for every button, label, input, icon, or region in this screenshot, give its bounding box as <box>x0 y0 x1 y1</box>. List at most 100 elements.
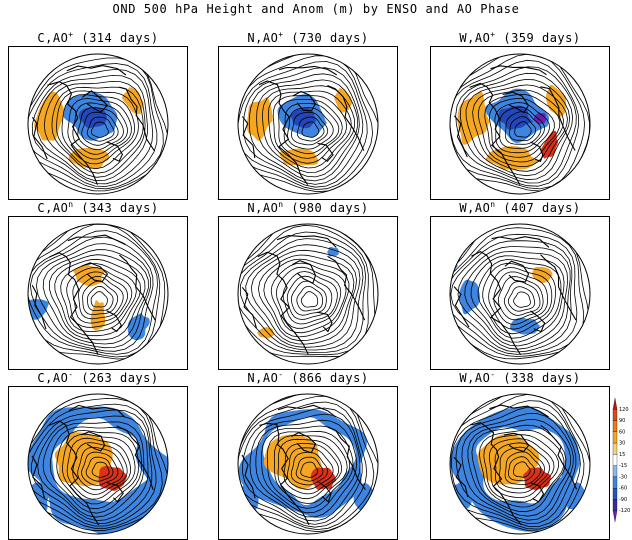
coastline <box>502 91 530 114</box>
colorbar: 120 90 60 30 15 -15 -30 -60 -90 -120 <box>612 397 630 523</box>
coastline <box>119 86 155 152</box>
height-contour <box>245 244 361 348</box>
coastline <box>81 90 109 113</box>
coastline <box>469 422 522 526</box>
panel-ao-phase: - <box>278 370 284 379</box>
height-contour <box>464 251 569 347</box>
height-contour <box>49 254 146 341</box>
height-contour <box>77 107 124 151</box>
coastlines <box>453 236 577 356</box>
positive-anomaly <box>532 266 553 283</box>
height-contour <box>450 227 585 357</box>
height-contour <box>62 433 136 505</box>
coastline <box>469 82 521 185</box>
coastline <box>327 426 366 490</box>
height-contour <box>29 236 154 352</box>
map-boundary <box>27 223 169 365</box>
height-contour <box>472 84 568 172</box>
anomaly-shading <box>257 247 339 339</box>
height-contour <box>300 461 319 478</box>
coastline <box>490 65 547 76</box>
coastline <box>67 234 126 246</box>
panel-frame <box>430 46 610 200</box>
height-contour <box>488 97 555 158</box>
polar-map <box>8 386 188 540</box>
coastline <box>258 80 309 186</box>
height-contour <box>498 276 544 321</box>
coastline <box>291 259 317 284</box>
height-contour <box>42 421 145 518</box>
coastline <box>327 84 365 151</box>
panel-title: W,AO- (338 days) <box>430 370 610 385</box>
panel-days: (980 days) <box>283 201 369 215</box>
coastline <box>540 424 578 490</box>
map-panel-w-aoneu: W,AOn (407 days) <box>430 200 610 370</box>
height-contour <box>90 121 109 138</box>
height-contour <box>238 224 369 356</box>
height-contour <box>255 419 357 518</box>
coastlines <box>241 235 366 356</box>
anomaly-shading <box>450 406 589 532</box>
map-panel-w-aoneg: W,AO- (338 days) <box>430 370 610 540</box>
height-contour <box>270 262 347 334</box>
panel-days: (730 days) <box>283 31 369 45</box>
height-contour <box>28 224 161 358</box>
panel-title: W,AOn (407 days) <box>430 200 610 215</box>
figure-title: OND 500 hPa Height and Anom (m) by ENSO … <box>112 2 520 16</box>
height-contour <box>498 446 545 490</box>
height-contour <box>56 90 139 170</box>
height-contour <box>272 95 348 164</box>
height-contour <box>242 407 363 525</box>
height-contour <box>488 438 555 499</box>
coastline <box>241 454 256 499</box>
panel-enso-ao: N,AO <box>247 371 279 385</box>
coastline <box>241 116 256 159</box>
positive-anomaly-core <box>98 465 127 491</box>
height-contour <box>238 231 367 353</box>
height-contour <box>504 451 542 485</box>
height-contour <box>78 275 124 320</box>
coastline <box>116 425 154 490</box>
colorbar-segment <box>612 409 618 421</box>
height-contour <box>286 275 333 320</box>
height-contour <box>67 98 132 160</box>
coastline <box>47 420 100 526</box>
height-contour <box>296 286 324 312</box>
height-contour <box>300 291 319 308</box>
height-contour <box>459 72 574 181</box>
coastline <box>530 482 545 503</box>
height-contour <box>49 426 142 514</box>
panel-frame <box>218 46 398 200</box>
panel-ao-phase: - <box>68 370 74 379</box>
panel-enso-ao: C,AO <box>37 371 69 385</box>
height-contour <box>35 243 151 349</box>
height-contour <box>42 249 149 345</box>
map-boundary <box>27 53 169 195</box>
coastline <box>68 404 126 418</box>
coastline <box>31 284 47 330</box>
height-contour <box>91 461 110 478</box>
height-contour <box>28 403 157 527</box>
colorbar-label: 120 <box>619 407 629 413</box>
height-contour <box>283 103 340 155</box>
height-contour <box>482 262 557 335</box>
polar-map <box>218 216 398 370</box>
negative-anomaly <box>459 279 481 315</box>
panel-ao-phase: + <box>490 30 496 39</box>
coastline <box>317 311 333 333</box>
coastline <box>80 431 106 452</box>
height-contour <box>514 121 532 138</box>
polar-map <box>8 216 188 370</box>
map-panel-n-aoneu: N,AOn (980 days) <box>218 200 398 370</box>
height-contour <box>263 258 350 338</box>
negative-anomaly <box>509 317 540 335</box>
height-contour <box>461 413 574 521</box>
height-contour <box>455 406 577 524</box>
height-contour <box>266 430 351 509</box>
panel-title: N,AO- (866 days) <box>218 370 398 385</box>
negative-anomaly <box>353 483 376 511</box>
height-contour <box>296 116 325 142</box>
coastline <box>453 286 470 328</box>
height-contour <box>72 442 128 495</box>
height-contour <box>455 66 577 184</box>
